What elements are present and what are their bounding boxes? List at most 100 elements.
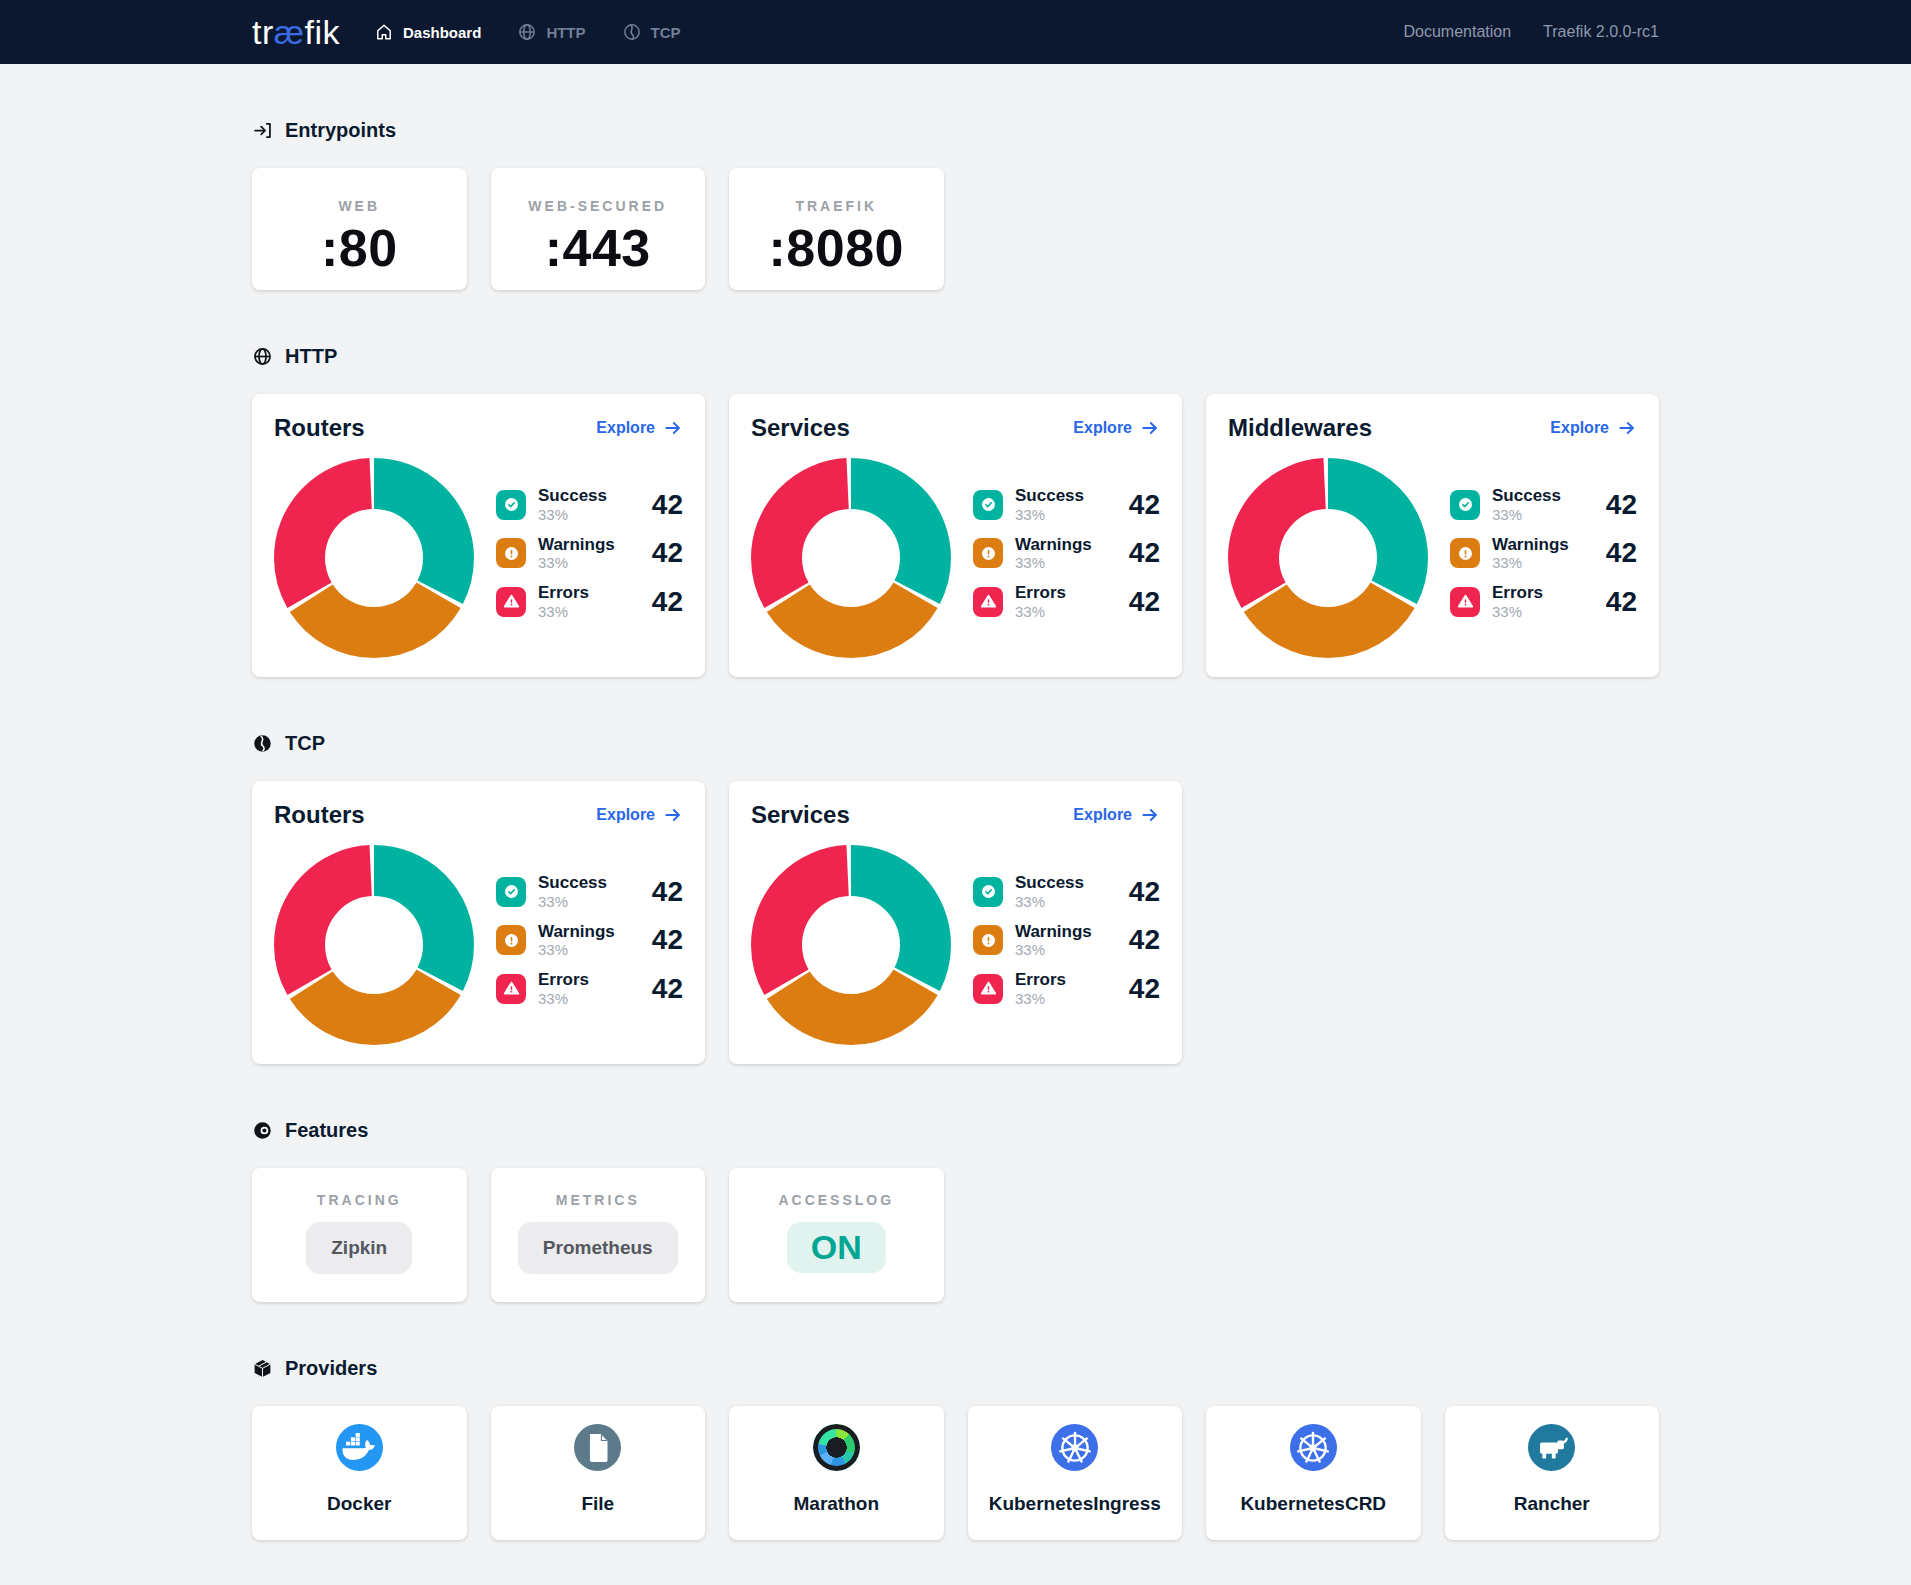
- feature-name: TRACING: [252, 1192, 467, 1208]
- provider-name: KubernetesIngress: [968, 1493, 1183, 1515]
- error-icon: [973, 587, 1003, 617]
- donut-chart: [274, 845, 474, 1045]
- entrypoint-port: :80: [252, 218, 467, 278]
- kubernetes-icon: [1051, 1424, 1098, 1471]
- arrow-right-icon: [1617, 418, 1637, 438]
- section-title-features: Features: [252, 1118, 1659, 1142]
- marathon-icon: [813, 1424, 860, 1471]
- rancher-icon: [1528, 1424, 1575, 1471]
- explore-link[interactable]: Explore: [1550, 418, 1637, 438]
- chart-legend: Success 33% 42 Warnings 33% 42: [496, 873, 683, 1045]
- cube-icon: [252, 1358, 273, 1379]
- legend-row-warnings: Warnings 33% 42: [973, 535, 1160, 573]
- warning-icon: [496, 925, 526, 955]
- legend-row-success: Success 33% 42: [496, 486, 683, 524]
- chart-card: Services Explore Success 33%: [729, 781, 1182, 1064]
- chart-card: Routers Explore Success 33%: [252, 781, 705, 1064]
- error-icon: [973, 974, 1003, 1004]
- error-icon: [496, 974, 526, 1004]
- donut-chart: [751, 458, 951, 658]
- entrypoint-card: WEB :80: [252, 168, 467, 290]
- legend-row-errors: Errors 33% 42: [973, 583, 1160, 621]
- warning-icon: [973, 925, 1003, 955]
- section-title-tcp: TCP: [252, 731, 1659, 755]
- legend-row-errors: Errors 33% 42: [496, 583, 683, 621]
- chart-card: Routers Explore Success 33%: [252, 394, 705, 677]
- entrypoint-name: WEB-SECURED: [491, 198, 706, 214]
- chart-legend: Success 33% 42 Warnings 33% 42: [1450, 486, 1637, 658]
- version-label: Traefik 2.0.0-rc1: [1543, 23, 1659, 41]
- entrypoints-grid: WEB :80 WEB-SECURED :443 TRAEFIK :8080: [252, 168, 1659, 290]
- provider-name: File: [491, 1493, 706, 1515]
- legend-row-success: Success 33% 42: [1450, 486, 1637, 524]
- feature-value-badge: Prometheus: [518, 1222, 678, 1274]
- legend-row-errors: Errors 33% 42: [973, 970, 1160, 1008]
- features-grid: TRACING Zipkin METRICS Prometheus ACCESS…: [252, 1168, 1659, 1302]
- header-right: Documentation Traefik 2.0.0-rc1: [1403, 23, 1659, 41]
- success-icon: [973, 490, 1003, 520]
- explore-link[interactable]: Explore: [1073, 805, 1160, 825]
- app-logo: træfik: [252, 13, 340, 52]
- tcp-grid: Routers Explore Success 33%: [252, 781, 1659, 1064]
- feature-name: METRICS: [491, 1192, 706, 1208]
- chart-card: Middlewares Explore Success 33%: [1206, 394, 1659, 677]
- entrypoint-port: :443: [491, 218, 706, 278]
- legend-row-errors: Errors 33% 42: [496, 970, 683, 1008]
- provider-name: Docker: [252, 1493, 467, 1515]
- tcp-icon: [252, 733, 273, 754]
- documentation-link[interactable]: Documentation: [1403, 23, 1511, 41]
- provider-card: KubernetesIngress: [968, 1406, 1183, 1540]
- feature-name: ACCESSLOG: [729, 1192, 944, 1208]
- http-grid: Routers Explore Success 33%: [252, 394, 1659, 677]
- provider-name: Rancher: [1445, 1493, 1660, 1515]
- nav-item-dashboard[interactable]: Dashboard: [374, 22, 481, 42]
- section-title-providers: Providers: [252, 1356, 1659, 1380]
- arrow-right-icon: [663, 805, 683, 825]
- tcp-icon: [622, 22, 642, 42]
- chart-card-title: Routers: [274, 414, 365, 442]
- legend-row-errors: Errors 33% 42: [1450, 583, 1637, 621]
- globe-icon: [517, 22, 537, 42]
- arrow-right-icon: [1140, 418, 1160, 438]
- providers-grid: Docker File Marathon KubernetesIngress K…: [252, 1406, 1659, 1540]
- legend-row-success: Success 33% 42: [973, 486, 1160, 524]
- legend-row-warnings: Warnings 33% 42: [1450, 535, 1637, 573]
- nav-item-http[interactable]: HTTP: [517, 22, 585, 42]
- provider-card: KubernetesCRD: [1206, 1406, 1421, 1540]
- warning-icon: [496, 538, 526, 568]
- feature-value-badge: Zipkin: [306, 1222, 412, 1274]
- kubernetes-icon: [1290, 1424, 1337, 1471]
- provider-card: Docker: [252, 1406, 467, 1540]
- feature-value-badge: ON: [787, 1222, 886, 1273]
- legend-row-warnings: Warnings 33% 42: [973, 922, 1160, 960]
- explore-link[interactable]: Explore: [596, 418, 683, 438]
- success-icon: [496, 490, 526, 520]
- section-title-entrypoints: Entrypoints: [252, 118, 1659, 142]
- entrypoint-card: TRAEFIK :8080: [729, 168, 944, 290]
- entrypoint-card: WEB-SECURED :443: [491, 168, 706, 290]
- success-icon: [973, 877, 1003, 907]
- donut-chart: [1228, 458, 1428, 658]
- success-icon: [1450, 490, 1480, 520]
- entrypoint-name: TRAEFIK: [729, 198, 944, 214]
- home-icon: [374, 22, 394, 42]
- warning-icon: [1450, 538, 1480, 568]
- entrypoints-icon: [252, 120, 273, 141]
- warning-icon: [973, 538, 1003, 568]
- legend-row-warnings: Warnings 33% 42: [496, 922, 683, 960]
- explore-link[interactable]: Explore: [596, 805, 683, 825]
- provider-name: Marathon: [729, 1493, 944, 1515]
- entrypoint-name: WEB: [252, 198, 467, 214]
- explore-link[interactable]: Explore: [1073, 418, 1160, 438]
- chart-legend: Success 33% 42 Warnings 33% 42: [496, 486, 683, 658]
- provider-card: File: [491, 1406, 706, 1540]
- legend-row-success: Success 33% 42: [496, 873, 683, 911]
- arrow-right-icon: [663, 418, 683, 438]
- success-icon: [496, 877, 526, 907]
- feature-card: TRACING Zipkin: [252, 1168, 467, 1302]
- error-icon: [1450, 587, 1480, 617]
- nav-item-tcp[interactable]: TCP: [622, 22, 681, 42]
- chart-card-title: Services: [751, 801, 850, 829]
- donut-chart: [751, 845, 951, 1045]
- provider-name: KubernetesCRD: [1206, 1493, 1421, 1515]
